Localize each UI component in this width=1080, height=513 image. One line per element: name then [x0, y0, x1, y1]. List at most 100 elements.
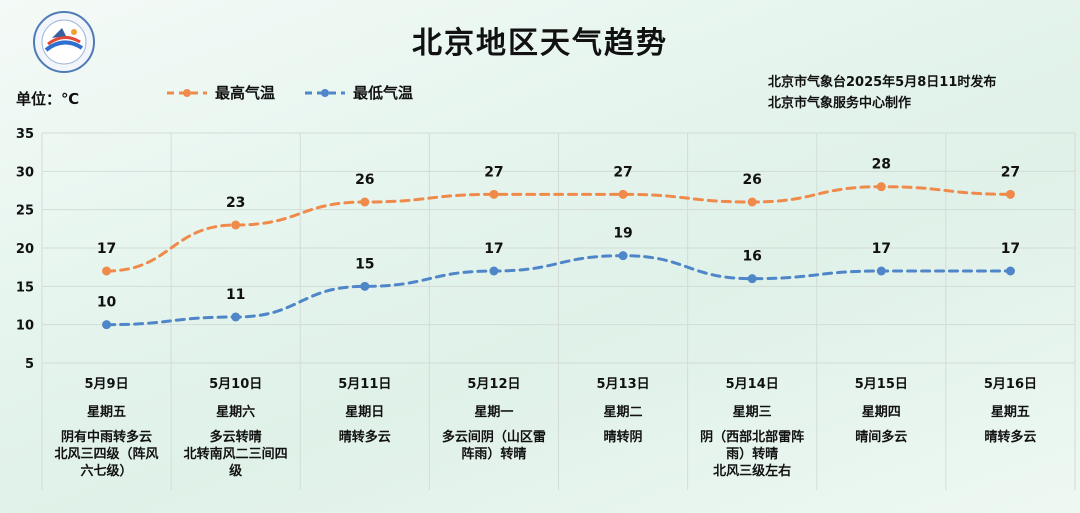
day-weather: 多云间阴（山区雷 阵雨）转晴 [431, 429, 557, 463]
data-label-high: 27 [613, 164, 632, 180]
y-tick-label: 30 [16, 165, 34, 180]
y-tick-label: 10 [16, 319, 34, 334]
day-weekday: 星期二 [603, 405, 643, 420]
series-line-low [105, 254, 1012, 327]
weather-line: 多云转晴 [209, 430, 262, 445]
day-weekday: 星期五 [990, 405, 1030, 420]
y-tick-label: 25 [16, 204, 34, 219]
day-weather: 晴转多云 [947, 429, 1073, 446]
weather-line: 晴转阴 [603, 430, 643, 445]
weather-line: 多云间阴（山区雷 [441, 430, 546, 445]
unit-label: 单位：℃ [16, 90, 80, 108]
point-low [489, 266, 499, 276]
forecast-day: 5月9日星期五阴有中雨转多云 北风三四级（阵风 六七级） [44, 373, 170, 488]
y-tick-label: 20 [16, 242, 34, 257]
weather-line: 晴间多云 [855, 430, 908, 445]
day-date: 5月10日 [209, 377, 263, 392]
legend-high-swatch [167, 88, 207, 97]
data-label-low: 17 [1001, 241, 1020, 257]
data-label-high: 27 [1001, 164, 1020, 180]
y-tick-label: 5 [25, 357, 34, 372]
day-date: 5月16日 [983, 377, 1037, 392]
forecast-day: 5月10日星期六多云转晴北转南风二三间四级 [173, 373, 299, 488]
data-label-low: 19 [613, 226, 632, 242]
weather-line: 级 [229, 464, 243, 479]
day-weather: 晴转阴 [560, 429, 686, 446]
weather-line: 六七级） [80, 464, 133, 479]
point-low [231, 312, 241, 322]
data-label-high: 27 [484, 164, 503, 180]
day-weather: 阴有中雨转多云 北风三四级（阵风 六七级） [44, 429, 170, 480]
point-high [489, 189, 499, 199]
day-weather: 晴转多云 [302, 429, 428, 446]
day-weekday: 星期五 [87, 405, 127, 420]
data-label-low: 17 [484, 241, 503, 257]
point-high [1005, 189, 1015, 199]
point-high [747, 197, 757, 207]
data-label-low: 10 [97, 295, 117, 311]
data-label-low: 17 [872, 241, 891, 257]
forecast-day: 5月15日星期四晴间多云 [818, 373, 944, 488]
day-weekday: 星期四 [861, 405, 901, 420]
data-label-high: 23 [226, 195, 245, 211]
forecast-day: 5月13日星期二晴转阴 [560, 373, 686, 488]
publisher-line-1: 北京市气象台2025年5月8日11时发布 [768, 75, 997, 90]
forecast-day: 5月16日星期五晴转多云 [947, 373, 1073, 488]
weather-line: 阴有中雨转多云 [61, 430, 153, 445]
legend-high-label: 最高气温 [215, 84, 276, 102]
point-low [747, 274, 757, 284]
day-date: 5月12日 [467, 377, 521, 392]
day-date: 5月13日 [596, 377, 650, 392]
day-date: 5月15日 [854, 377, 908, 392]
page-title: 北京地区天气趋势 [412, 26, 668, 61]
y-tick-label: 15 [16, 280, 34, 295]
data-label-high: 26 [742, 172, 761, 188]
weather-line: 北转南风二三间四 [183, 447, 288, 462]
forecast-day: 5月12日星期一多云间阴（山区雷 阵雨）转晴 [431, 373, 557, 488]
meteorological-service-logo [32, 10, 96, 74]
legend-low-label: 最低气温 [353, 84, 414, 102]
day-weekday: 星期三 [732, 405, 772, 420]
data-label-high: 26 [355, 172, 374, 188]
point-high [102, 266, 112, 276]
day-date: 5月9日 [84, 377, 129, 392]
point-low [102, 320, 112, 330]
data-label-low: 16 [742, 249, 761, 265]
point-low [360, 281, 370, 291]
day-date: 5月14日 [725, 377, 779, 392]
weather-line: 阴（西部北部雷阵 [700, 430, 805, 445]
forecast-day: 5月11日星期日晴转多云 [302, 373, 428, 488]
point-high [360, 197, 370, 207]
data-label-low: 11 [226, 287, 245, 303]
legend-low: 最低气温 [303, 82, 413, 103]
day-weather: 阴（西部北部雷阵 雨）转晴北风三级左右 [689, 429, 815, 480]
weather-line: 晴转多云 [338, 430, 391, 445]
day-weekday: 星期一 [474, 405, 514, 420]
day-weekday: 星期六 [216, 405, 256, 420]
data-label-high: 28 [872, 157, 891, 173]
day-weekday: 星期日 [345, 405, 385, 420]
data-label-low: 15 [355, 256, 374, 272]
legend-high: 最高气温 [165, 82, 275, 103]
weather-line: 北风三级左右 [713, 464, 792, 479]
forecast-day: 5月14日星期三阴（西部北部雷阵 雨）转晴北风三级左右 [689, 373, 815, 488]
weather-line: 晴转多云 [984, 430, 1037, 445]
y-tick-label: 35 [16, 127, 34, 142]
weather-line: 阵雨）转晴 [461, 447, 527, 462]
data-label-high: 17 [97, 241, 116, 257]
point-low [876, 266, 886, 276]
legend-low-swatch [305, 88, 345, 97]
point-high [876, 182, 886, 192]
point-high [618, 189, 628, 199]
weather-line: 雨）转晴 [726, 447, 779, 462]
point-high [231, 220, 241, 230]
publisher-line-2: 北京市气象服务中心制作 [768, 96, 912, 111]
weather-line: 北风三四级（阵风 [54, 447, 159, 462]
point-low [1005, 266, 1015, 276]
point-low [618, 251, 628, 261]
day-weather: 晴间多云 [818, 429, 944, 446]
day-date: 5月11日 [338, 377, 392, 392]
publisher-info: 北京市气象台2025年5月8日11时发布 北京市气象服务中心制作 [768, 72, 996, 114]
day-weather: 多云转晴北转南风二三间四级 [173, 429, 299, 480]
